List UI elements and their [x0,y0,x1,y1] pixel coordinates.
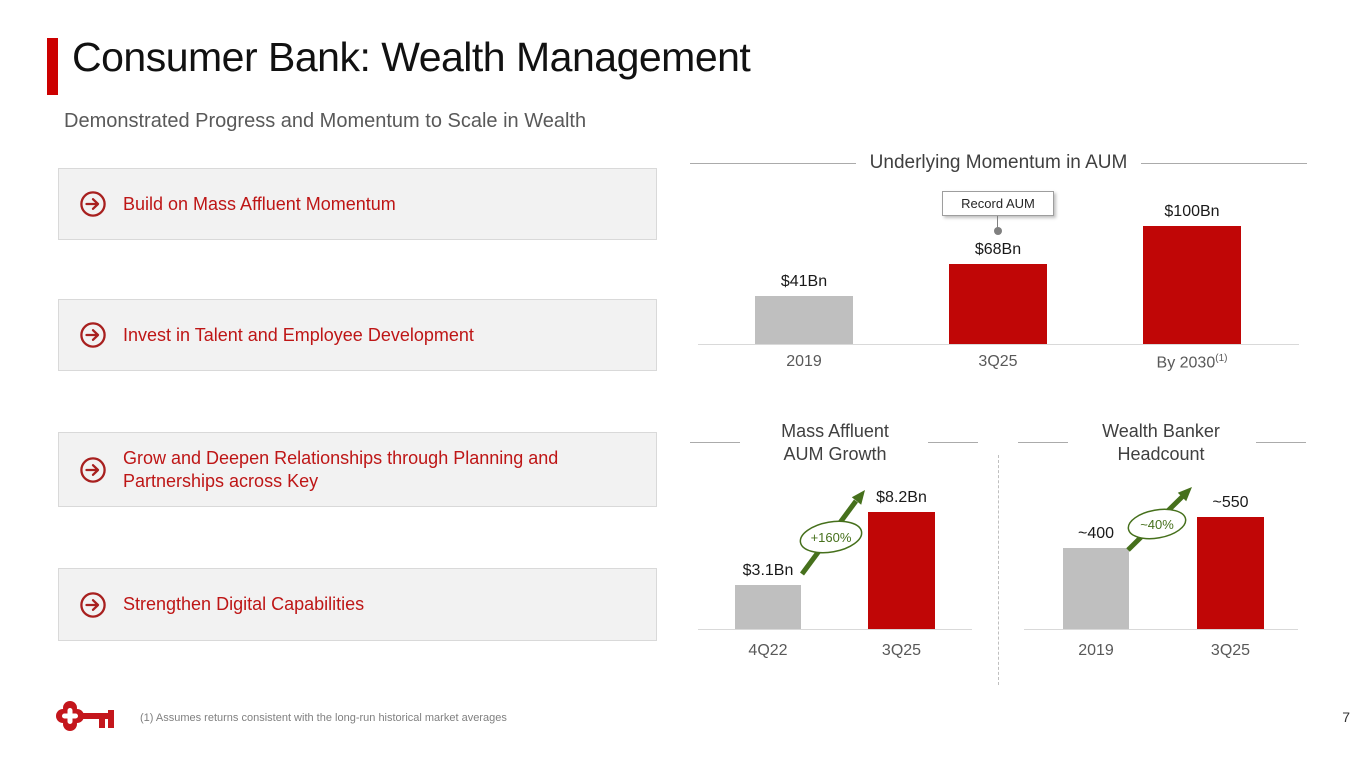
keybank-logo-icon [56,701,114,731]
mass-affluent-xlabels: 4Q22 3Q25 [690,642,980,662]
pillar-box-digital: Strengthen Digital Capabilities [58,568,657,641]
bar-value-label: $100Bn [1164,203,1220,220]
mass-affluent-chart-area: $3.1Bn $8.2Bn +160% [690,475,980,630]
page-title: Consumer Bank: Wealth Management [72,34,751,80]
title-line2: Headcount [1117,444,1205,464]
pillar-box-mass-affluent: Build on Mass Affluent Momentum [58,168,657,240]
arrow-circle-icon [80,322,106,348]
title-rule-right [928,442,978,443]
bar-value-label: ~400 [1077,525,1115,542]
bar-2019 [755,296,853,344]
bar-group-3q25: $8.2Bn [868,475,935,629]
x-tick-label: 4Q22 [748,642,788,659]
mass-affluent-x-axis [698,629,972,630]
x-tick-label: By 2030(1) [1133,353,1251,372]
bar-2030 [1143,226,1241,344]
bar-group-2019: $41Bn [755,180,853,344]
callout-stem [997,216,998,228]
title-line1: Wealth Banker [1102,421,1220,441]
pillar-label: Strengthen Digital Capabilities [123,594,365,615]
aum-chart-title: Underlying Momentum in AUM [869,152,1128,173]
slide-footnote: (1) Assumes returns consistent with the … [140,712,507,724]
pillar-label: Build on Mass Affluent Momentum [123,193,396,214]
bar-value-label: $3.1Bn [742,562,794,579]
title-rule-right [1256,442,1306,443]
title-line1: Mass Affluent [781,421,889,441]
x-tick-label: 3Q25 [881,642,922,659]
headcount-x-axis [1024,629,1298,630]
aum-chart-title-row: Underlying Momentum in AUM [690,152,1307,174]
bar-group-3q25: $68Bn [949,180,1047,344]
slide-subtitle: Demonstrated Progress and Momentum to Sc… [64,110,587,132]
pillar-label: Grow and Deepen Relationships through Pl… [123,448,559,491]
growth-annotation: +160% [799,490,865,576]
title-accent-bar [47,38,58,95]
record-aum-callout: Record AUM [942,191,1054,216]
title-rule-right [1141,162,1307,164]
bar-group-2019: ~400 [1063,475,1129,629]
callout-dot [994,227,1002,235]
x-tick-text: By 2030 [1156,354,1216,372]
bar-value-label: $68Bn [974,241,1022,258]
bar-2019 [1063,548,1129,629]
headcount-title: Wealth Banker Headcount [1016,420,1306,466]
bar-value-label: $8.2Bn [876,489,927,506]
growth-arrow-icon [1177,487,1192,502]
arrow-circle-icon [80,591,106,618]
chart-divider [998,455,999,685]
x-tick-label: 3Q25 [978,353,1018,370]
x-tick-label: 2019 [1078,642,1114,659]
x-tick-label: 3Q25 [1210,642,1251,659]
aum-chart-area: $41Bn $68Bn $100Bn Record AUM [690,180,1307,345]
bar-4q22 [735,585,801,629]
page-number: 7 [1342,709,1350,725]
pillar-box-talent: Invest in Talent and Employee Developmen… [58,299,657,371]
growth-percent-label: ~40% [1140,517,1174,532]
title-rule-left [690,162,856,164]
bar-group-4q22: $3.1Bn [735,475,801,629]
growth-arrow-icon [851,490,865,505]
mass-affluent-title: Mass Affluent AUM Growth [690,420,980,466]
bar-3q25 [949,264,1047,344]
aum-xlabels: 2019 3Q25 By 2030(1) [690,353,1307,373]
arrow-circle-icon [80,191,106,217]
title-rule-left [690,442,740,443]
bar-3q25 [868,512,935,629]
title-rule-left [1018,442,1068,443]
headcount-chart-area: ~400 ~550 ~40% [1016,475,1306,630]
pillar-box-relationships: Grow and Deepen Relationships through Pl… [58,432,657,507]
bar-group-2030: $100Bn [1143,180,1241,344]
bar-value-label: ~550 [1212,494,1249,511]
x-tick-label: 2019 [786,353,822,370]
aum-x-axis [698,344,1299,345]
pillar-label: Invest in Talent and Employee Developmen… [123,324,474,345]
footnote-marker: (1) [1215,353,1228,364]
bar-3q25 [1197,517,1264,629]
growth-percent-label: +160% [811,530,852,545]
bar-value-label: $41Bn [780,273,828,290]
title-line2: AUM Growth [783,444,887,464]
headcount-xlabels: 2019 3Q25 [1016,642,1306,662]
arrow-circle-icon [80,456,106,483]
bar-group-3q25: ~550 [1197,475,1264,629]
